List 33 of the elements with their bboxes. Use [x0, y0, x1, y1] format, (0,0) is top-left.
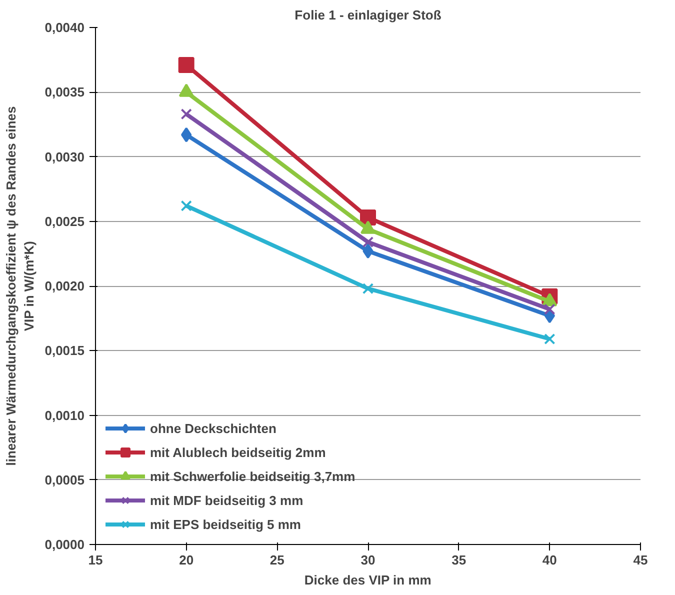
y-tick-label: 0,0005 [44, 472, 85, 488]
chart-title: Folie 1 - einlagiger Stoß [294, 8, 442, 22]
point [544, 304, 556, 315]
y-tick-label: 0,0035 [44, 84, 85, 100]
point [180, 200, 192, 212]
point [178, 56, 194, 73]
y-tick-label: 0,0020 [44, 278, 85, 294]
y-tick-label: 0,0030 [44, 149, 85, 164]
legend-label: ohne Deckschichten [150, 420, 276, 436]
point [544, 333, 556, 345]
y-tick-label: 0,0000 [44, 537, 85, 552]
x-tick-label: 40 [542, 552, 557, 568]
point [180, 108, 192, 120]
y-tick-label: 0,0040 [44, 20, 85, 35]
x-tick-label: 35 [452, 552, 466, 568]
point [362, 282, 374, 294]
point [181, 127, 192, 142]
legend-label: mit Schwerfolie beidseitig 3,7mm [150, 468, 356, 484]
x-axis-title: Dicke des VIP in mm [304, 572, 432, 588]
y-axis-title: linearer Wärmedurchgangskoeffizient ψ des Randes eines VIP in W/(m*K) [4, 106, 37, 466]
x-tick-label: 45 [633, 552, 648, 568]
x-tick-label: 15 [88, 552, 103, 568]
legend-label: mit EPS beidseitig 5 mm [150, 516, 301, 532]
legend-label: mit Alublech beidseitig 2mm [150, 444, 326, 460]
x-tick-label: 20 [179, 552, 194, 568]
x-tick-label: 30 [360, 552, 376, 568]
y-tick-label: 0,0015 [44, 343, 85, 358]
y-tick-label: 0,0010 [44, 408, 85, 423]
point [362, 236, 374, 248]
legend-label: mit MDF beidseitig 3 mm [150, 492, 304, 508]
x-tick-label: 25 [270, 552, 284, 568]
y-tick-label: 0,0025 [44, 214, 85, 229]
point [362, 244, 374, 259]
